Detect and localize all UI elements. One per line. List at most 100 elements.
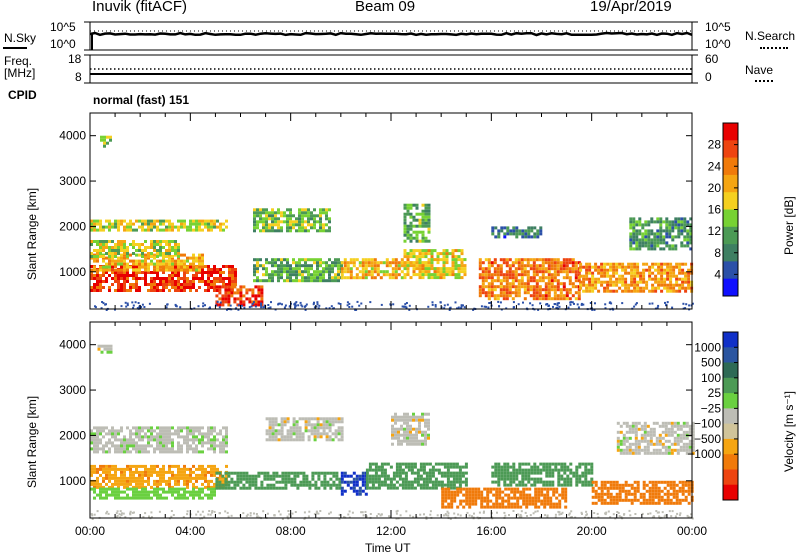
velocity-speckle: [376, 515, 378, 517]
velocity-speckle: [295, 511, 297, 513]
velocity-speckle: [517, 513, 519, 515]
power-speckle: [255, 306, 257, 308]
velocity-speckle: [593, 512, 595, 514]
velocity-speckle: [537, 510, 539, 512]
power-colorbar-segment: [723, 192, 738, 210]
velocity-speckle: [437, 514, 439, 516]
power-speckle: [202, 302, 204, 304]
power-speckle: [358, 305, 360, 307]
velocity-speckle: [526, 515, 528, 517]
velocity-speckle: [679, 512, 681, 514]
power-speckle: [405, 306, 407, 308]
velocity-ytick-label: 4000: [59, 338, 86, 352]
power-speckle: [529, 302, 531, 304]
velocity-speckle: [119, 513, 121, 515]
velocity-speckle: [396, 511, 398, 513]
power-speckle: [133, 305, 135, 307]
velocity-speckle: [479, 512, 481, 514]
power-speckle: [572, 301, 574, 303]
velocity-speckle: [679, 514, 681, 516]
velocity-speckle: [246, 515, 248, 517]
x-tick-label: 04:00: [175, 524, 205, 538]
power-speckle: [621, 302, 623, 304]
velocity-speckle: [675, 515, 677, 517]
velocity-speckle: [618, 512, 620, 514]
power-speckle: [348, 306, 350, 308]
power-speckle: [664, 302, 666, 304]
power-speckle: [249, 306, 251, 308]
power-speckle: [340, 303, 342, 305]
velocity-speckle: [308, 515, 310, 517]
power-speckle: [219, 306, 221, 308]
power-speckle: [241, 305, 243, 307]
power-speckle: [604, 303, 606, 305]
power-colorbar-segment: [723, 175, 738, 193]
power-speckle: [594, 302, 596, 304]
power-speckle: [131, 301, 133, 303]
velocity-speckle: [214, 511, 216, 513]
velocity-speckle: [664, 515, 666, 517]
velocity-speckle: [117, 510, 119, 512]
power-speckle: [267, 304, 269, 306]
power-speckle: [557, 304, 559, 306]
velocity-speckle: [460, 515, 462, 517]
velocity-speckle: [503, 512, 505, 514]
velocity-speckle: [186, 513, 188, 515]
velocity-speckle: [231, 515, 233, 517]
power-colorbar-label: 28: [708, 138, 722, 152]
velocity-speckle: [91, 513, 93, 515]
velocity-speckle: [483, 511, 485, 513]
power-speckle: [464, 306, 466, 308]
power-speckle: [688, 304, 690, 306]
velocity-speckle: [228, 516, 230, 518]
power-speckle: [440, 302, 442, 304]
power-speckle: [294, 303, 296, 305]
power-speckle: [381, 304, 383, 306]
velocity-colorbar-label: 100: [701, 371, 721, 385]
power-speckle: [304, 306, 306, 308]
power-colorbar-label: 24: [708, 159, 722, 173]
velocity-speckle: [250, 512, 252, 514]
power-speckle: [121, 305, 123, 307]
power-speckle: [497, 301, 499, 303]
velocity-speckle: [280, 514, 282, 516]
velocity-speckle: [525, 512, 527, 514]
power-speckle: [277, 303, 279, 305]
power-speckle: [357, 301, 359, 303]
velocity-speckle: [657, 512, 659, 514]
velocity-ytick-label: 1000: [59, 474, 86, 488]
velocity-speckle: [330, 511, 332, 513]
power-colorbar-label: 4: [714, 267, 721, 281]
power-speckle: [135, 301, 137, 303]
power-ytick-label: 3000: [59, 174, 86, 188]
power-echo-region: [253, 208, 331, 232]
velocity-colorbar-label: 25: [708, 386, 722, 400]
velocity-speckle: [623, 513, 625, 515]
velocity-speckle: [224, 510, 226, 512]
power-speckle: [300, 302, 302, 304]
velocity-speckle: [219, 512, 221, 514]
velocity-speckle: [613, 513, 615, 515]
power-speckle: [559, 306, 561, 308]
velocity-speckle: [159, 511, 161, 513]
velocity-speckle: [187, 510, 189, 512]
velocity-speckle: [211, 512, 213, 514]
power-speckle: [253, 301, 255, 303]
power-speckle: [179, 306, 181, 308]
velocity-speckle: [328, 513, 330, 515]
power-speckle: [316, 301, 318, 303]
power-speckle: [636, 302, 638, 304]
power-speckle: [166, 306, 168, 308]
velocity-speckle: [308, 511, 310, 513]
velocity-colorbar-segment: [723, 439, 738, 455]
power-speckle: [487, 307, 489, 309]
velocity-colorbar-label: −1000: [687, 447, 721, 461]
velocity-colorbar-label: −100: [694, 417, 721, 431]
power-speckle: [238, 304, 240, 306]
velocity-speckle: [676, 513, 678, 515]
power-speckle: [331, 305, 333, 307]
velocity-speckle: [319, 510, 321, 512]
power-speckle: [539, 302, 541, 304]
power-speckle: [149, 303, 151, 305]
